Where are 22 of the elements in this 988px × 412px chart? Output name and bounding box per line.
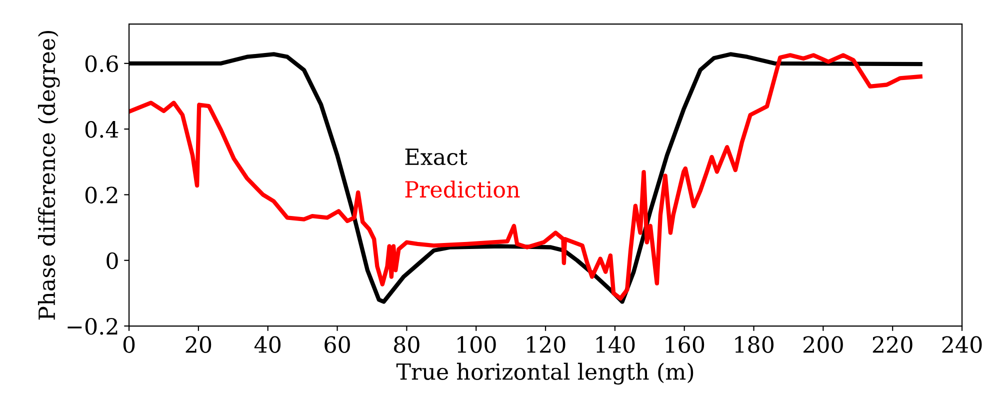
x-tick-label: 140 <box>596 336 635 353</box>
y-tick-label: 0 <box>106 252 118 270</box>
x-tick-label: 100 <box>458 336 496 353</box>
x-tick-label: 240 <box>942 336 982 353</box>
y-axis-title: Phase difference (degree) <box>38 30 60 320</box>
x-tick-label: 160 <box>666 336 704 353</box>
x-tick-label: 20 <box>186 336 212 353</box>
y-tick-label: −0.2 <box>68 318 118 335</box>
x-tick-label: 0 <box>123 336 135 353</box>
x-tick-label: 120 <box>527 336 566 353</box>
x-tick-label: 200 <box>803 336 843 353</box>
y-tick-label: 0.2 <box>85 186 118 204</box>
x-tick-label: 220 <box>872 336 912 353</box>
x-tick-label: 180 <box>735 336 774 353</box>
x-tick-label: 40 <box>254 336 281 353</box>
x-tick-label: 60 <box>324 336 350 353</box>
series-label: Prediction <box>405 180 520 198</box>
y-tick-label: 0.6 <box>85 55 118 72</box>
text: Exact <box>405 148 468 166</box>
x-axis-title: True horizontal length (m) <box>396 362 694 385</box>
y-tick-label: 0.4 <box>85 121 118 138</box>
x-tick-label: 80 <box>394 336 420 353</box>
